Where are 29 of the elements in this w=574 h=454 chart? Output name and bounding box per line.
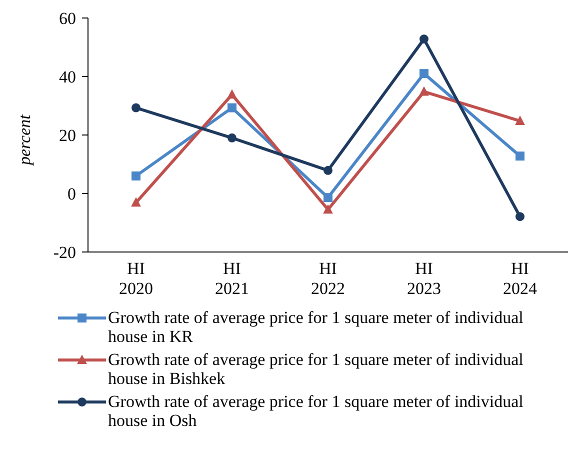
y-tick-label: 40 [59, 68, 76, 86]
point [420, 34, 428, 44]
y-tick-label: 60 [59, 9, 76, 28]
point [132, 103, 140, 112]
point [132, 171, 140, 180]
legend-label: Growth rate of average price for 1 square meter of individual house in Bishkek [108, 350, 524, 388]
point [228, 103, 236, 112]
point [131, 197, 141, 207]
x-tick-label: HI 2021 [215, 259, 249, 298]
point [515, 116, 525, 126]
legend-label: Growth rate of average price for 1 square meter of individual house in KR [108, 308, 524, 346]
point [420, 69, 428, 78]
x-tick-label: HI 2022 [311, 259, 345, 298]
point [323, 204, 333, 214]
x-tick-label: HI 2024 [503, 259, 538, 298]
y-tick-label: 0 [68, 184, 76, 204]
point [516, 212, 524, 222]
y-tick-label: -20 [53, 243, 76, 262]
point [227, 89, 237, 99]
point [324, 193, 332, 202]
point [419, 86, 429, 96]
legend-label: Growth rate of average price for 1 square meter of individual house in Osh [108, 392, 524, 430]
y-axis-title: percent [15, 113, 34, 166]
point [324, 166, 332, 175]
point [228, 133, 236, 142]
x-tick-label: HI 2020 [119, 259, 153, 298]
point [516, 152, 524, 161]
y-tick-label: 20 [59, 126, 76, 145]
x-tick-label: HI 2023 [407, 259, 441, 298]
